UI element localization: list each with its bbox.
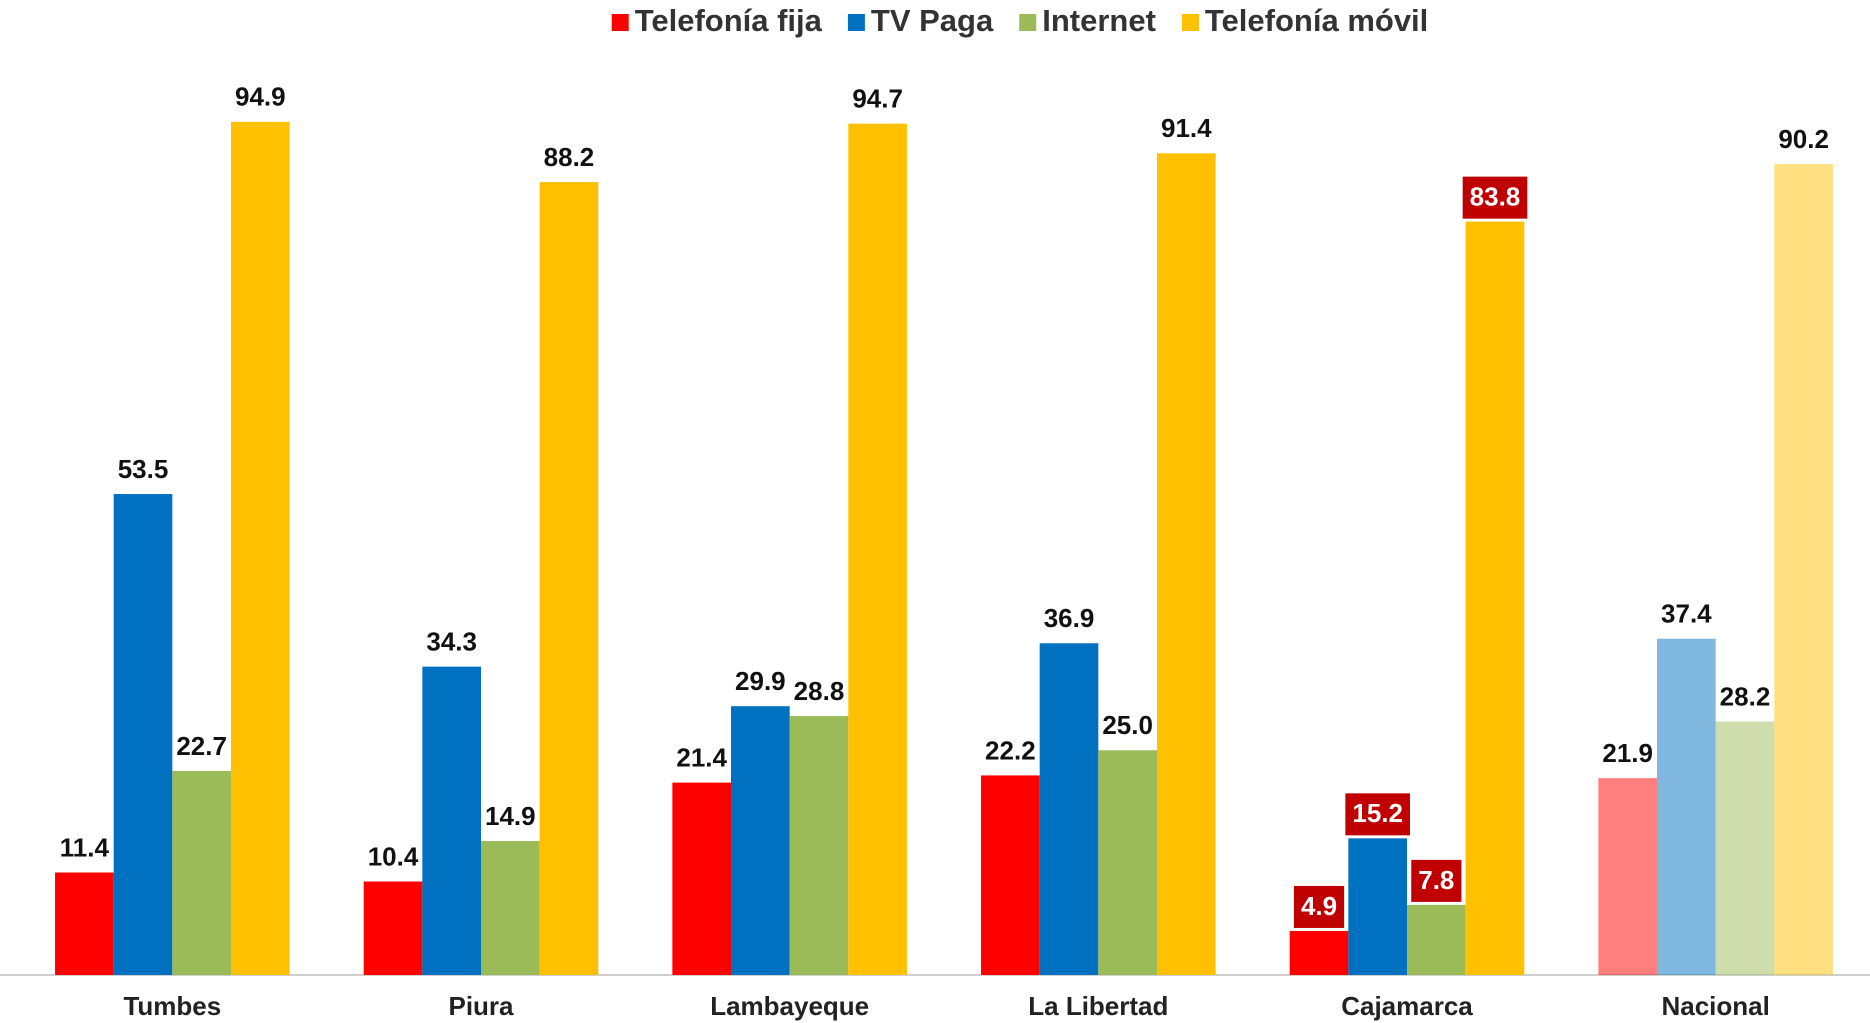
legend-label: TV Paga xyxy=(871,3,994,38)
x-tick-label: Piura xyxy=(448,991,514,1021)
value-label: 94.9 xyxy=(235,82,286,112)
bar xyxy=(1289,930,1349,975)
bar xyxy=(848,123,907,976)
value-label: 21.9 xyxy=(1602,738,1653,768)
value-label: 36.9 xyxy=(1044,603,1095,633)
bar xyxy=(1098,750,1157,975)
bar xyxy=(172,770,231,975)
value-label: 11.4 xyxy=(60,832,110,862)
value-label: 4.9 xyxy=(1301,891,1337,921)
x-tick-label: Cajamarca xyxy=(1341,991,1473,1021)
legend-swatch xyxy=(1181,14,1199,31)
bar xyxy=(1598,778,1658,975)
value-label: 90.2 xyxy=(1778,124,1829,154)
value-label: 91.4 xyxy=(1161,113,1212,143)
value-label: 21.4 xyxy=(676,742,727,772)
value-label: 25.0 xyxy=(1102,710,1153,740)
value-label-box xyxy=(1462,176,1528,219)
value-label: 10.4 xyxy=(368,841,419,871)
bar xyxy=(672,782,732,975)
bar xyxy=(1039,643,1099,975)
x-tick-label: Nacional xyxy=(1661,991,1769,1021)
value-label: 29.9 xyxy=(735,666,786,696)
value-label: 83.8 xyxy=(1470,182,1521,212)
value-label: 88.2 xyxy=(544,142,595,172)
value-label: 22.2 xyxy=(985,735,1036,765)
x-tick-label: Tumbes xyxy=(123,991,221,1021)
value-label: 28.2 xyxy=(1720,681,1771,711)
bar xyxy=(1657,638,1716,975)
value-label-box xyxy=(1345,793,1410,836)
bar xyxy=(363,881,423,975)
bar xyxy=(1156,153,1216,976)
value-label: 34.3 xyxy=(426,627,477,657)
value-label: 14.9 xyxy=(485,801,536,831)
bar xyxy=(1774,164,1833,976)
legend-label: Internet xyxy=(1042,3,1156,38)
bar xyxy=(1348,838,1407,975)
bar xyxy=(55,872,114,975)
bar xyxy=(1715,721,1775,975)
value-label: 7.8 xyxy=(1418,865,1454,895)
x-tick-label: Lambayeque xyxy=(710,991,869,1021)
value-label: 94.7 xyxy=(852,84,903,114)
bar xyxy=(981,775,1040,975)
bar xyxy=(539,182,599,975)
legend-swatch xyxy=(847,14,865,31)
legend-swatch xyxy=(611,14,629,31)
bar xyxy=(1407,904,1466,975)
value-label-box xyxy=(1293,885,1345,928)
value-label-box xyxy=(1411,859,1462,902)
value-label: 22.7 xyxy=(176,731,227,761)
bar xyxy=(481,841,540,975)
bar xyxy=(422,666,481,975)
bar xyxy=(230,121,290,975)
bar xyxy=(1465,221,1525,975)
legend-label: Telefonía fija xyxy=(635,3,823,38)
bar xyxy=(789,716,849,975)
x-tick-label: La Libertad xyxy=(1028,991,1168,1021)
value-label: 53.5 xyxy=(118,454,169,484)
value-label: 28.8 xyxy=(794,676,845,706)
legend-swatch xyxy=(1019,14,1037,31)
legend-label: Telefonía móvil xyxy=(1205,3,1428,38)
value-label: 15.2 xyxy=(1352,798,1403,828)
bar xyxy=(731,706,790,975)
bar xyxy=(113,494,173,975)
value-label: 37.4 xyxy=(1661,599,1712,629)
